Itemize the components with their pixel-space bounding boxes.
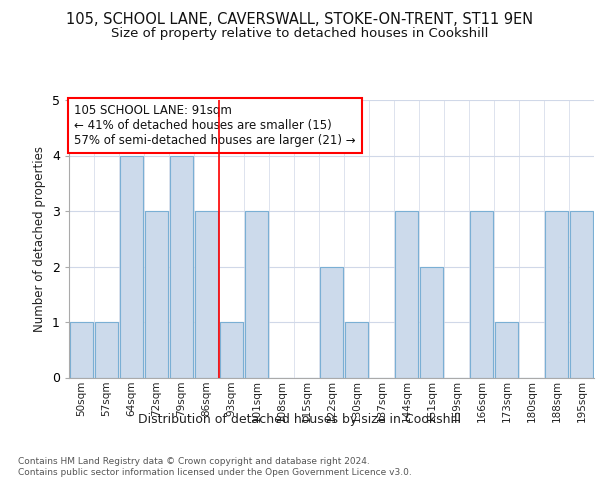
Bar	[570, 211, 593, 378]
Text: 105, SCHOOL LANE, CAVERSWALL, STOKE-ON-TRENT, ST11 9EN: 105, SCHOOL LANE, CAVERSWALL, STOKE-ON-T…	[67, 12, 533, 28]
Bar	[170, 156, 193, 378]
Bar	[245, 211, 268, 378]
Bar	[420, 266, 443, 378]
Bar	[195, 211, 218, 378]
Bar	[95, 322, 118, 378]
Bar	[320, 266, 343, 378]
Text: 105 SCHOOL LANE: 91sqm
← 41% of detached houses are smaller (15)
57% of semi-det: 105 SCHOOL LANE: 91sqm ← 41% of detached…	[74, 104, 356, 147]
Bar	[70, 322, 93, 378]
Bar	[395, 211, 418, 378]
Bar	[470, 211, 493, 378]
Bar	[145, 211, 168, 378]
Text: Contains HM Land Registry data © Crown copyright and database right 2024.
Contai: Contains HM Land Registry data © Crown c…	[18, 458, 412, 477]
Bar	[220, 322, 243, 378]
Bar	[495, 322, 518, 378]
Text: Size of property relative to detached houses in Cookshill: Size of property relative to detached ho…	[112, 28, 488, 40]
Bar	[120, 156, 143, 378]
Bar	[545, 211, 568, 378]
Text: Distribution of detached houses by size in Cookshill: Distribution of detached houses by size …	[139, 412, 461, 426]
Bar	[345, 322, 368, 378]
Y-axis label: Number of detached properties: Number of detached properties	[34, 146, 46, 332]
